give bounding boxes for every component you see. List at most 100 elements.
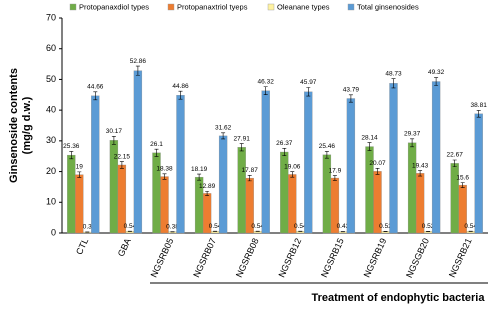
y-tick-label: 0 (51, 227, 56, 237)
value-label: 25.36 (63, 143, 80, 150)
value-label: 27.91 (234, 135, 251, 142)
value-label: 43.79 (343, 87, 360, 94)
value-label: 52.86 (130, 58, 147, 65)
value-label: 25.46 (319, 143, 336, 150)
bar (474, 113, 483, 234)
legend-label: Oleanane types (277, 2, 330, 11)
x-tick-label: GBA (116, 237, 133, 258)
bar (91, 95, 100, 234)
value-label: 26.1 (150, 141, 163, 148)
value-label: 44.86 (172, 83, 189, 90)
error-bar (460, 182, 465, 188)
value-label: 0.54 (251, 223, 264, 230)
value-label: 17.9 (329, 167, 342, 174)
value-label: 38.81 (471, 102, 488, 109)
value-label: 19.06 (284, 163, 301, 170)
bar (67, 154, 76, 234)
error-bar (221, 132, 226, 140)
error-bar (324, 151, 329, 159)
error-bar (391, 78, 396, 89)
value-label: 0.3 (83, 224, 92, 231)
error-bar (93, 91, 98, 101)
error-bar (348, 94, 353, 103)
x-tick-label: NGSRB07 (191, 237, 218, 279)
bar (133, 70, 143, 234)
bar (176, 95, 185, 234)
y-tick-label: 30 (46, 135, 56, 145)
legend-label: Protopanaxdiol types (79, 2, 149, 11)
bar (237, 147, 246, 234)
x-tick-label: CTL (74, 237, 90, 257)
value-label: 18.38 (156, 166, 173, 173)
value-label: 31.62 (215, 125, 232, 132)
error-bar (306, 87, 311, 97)
y-axis-title: (mg/g d.w.) (21, 96, 33, 154)
bar (389, 83, 398, 234)
error-bar (239, 143, 244, 152)
value-label: 19 (76, 164, 84, 171)
legend-label: Total ginsenosides (357, 2, 419, 11)
y-tick-label: 50 (46, 74, 56, 84)
error-bar (476, 110, 481, 118)
y-axis-title: Ginsenoside contents (8, 68, 20, 183)
error-bar (119, 161, 124, 169)
value-label: 19.43 (412, 162, 429, 169)
bar (407, 142, 417, 234)
value-label: 0.52 (422, 223, 435, 230)
error-bar (111, 136, 116, 145)
error-bar (434, 77, 439, 86)
error-bar (418, 170, 423, 177)
x-axis-title: Treatment of endophytic bacteria (312, 292, 486, 304)
y-tick-label: 60 (46, 43, 56, 53)
bar (304, 91, 313, 234)
x-tick-label: NGSRB05 (149, 237, 176, 279)
value-label: 12.89 (199, 183, 216, 190)
value-label: 48.73 (385, 70, 402, 77)
bar (261, 90, 270, 234)
bar (218, 135, 228, 234)
value-label: 20.07 (369, 160, 386, 167)
error-bar (290, 171, 295, 178)
value-label: 0.54 (464, 223, 477, 230)
value-label: 22.15 (114, 153, 131, 160)
y-tick-label: 10 (46, 197, 56, 207)
legend-swatch (69, 3, 77, 11)
y-tick-label: 40 (46, 105, 56, 115)
y-tick-label: 20 (46, 166, 56, 176)
value-label: 30.17 (106, 128, 123, 135)
error-bar (332, 175, 337, 181)
value-label: 46.32 (258, 78, 275, 85)
error-bar (410, 138, 415, 148)
error-bar (178, 90, 183, 100)
value-label: 29.37 (404, 131, 421, 138)
x-tick-label: NGSRB08 (234, 237, 261, 279)
error-bar (154, 148, 159, 157)
value-label: 28.14 (361, 134, 378, 141)
legend-swatch (167, 3, 175, 11)
x-tick-label: NGSRB12 (276, 237, 303, 279)
value-label: 49.32 (428, 69, 445, 76)
bar (431, 81, 441, 234)
x-tick-label: NGSGB20 (404, 237, 431, 280)
value-label: 22.67 (447, 152, 464, 159)
error-bar (162, 173, 167, 180)
error-bar (77, 171, 82, 178)
error-bar (263, 86, 268, 96)
value-label: 17.87 (242, 167, 259, 174)
y-tick-label: 70 (46, 12, 56, 22)
value-label: 0.54 (124, 223, 137, 230)
error-bar (452, 159, 457, 168)
bar (346, 98, 356, 234)
legend-swatch (347, 3, 355, 11)
x-tick-label: NGSRB21 (447, 237, 474, 279)
value-label: 45.97 (300, 79, 317, 86)
value-label: 0.54 (209, 223, 222, 230)
error-bar (367, 142, 372, 151)
value-label: 18.19 (191, 166, 208, 173)
error-bar (197, 173, 202, 181)
x-tick-label: NGSRB19 (362, 237, 389, 279)
value-label: 15.6 (456, 174, 469, 181)
error-bar (247, 175, 252, 182)
value-label: 0.43 (337, 223, 350, 230)
